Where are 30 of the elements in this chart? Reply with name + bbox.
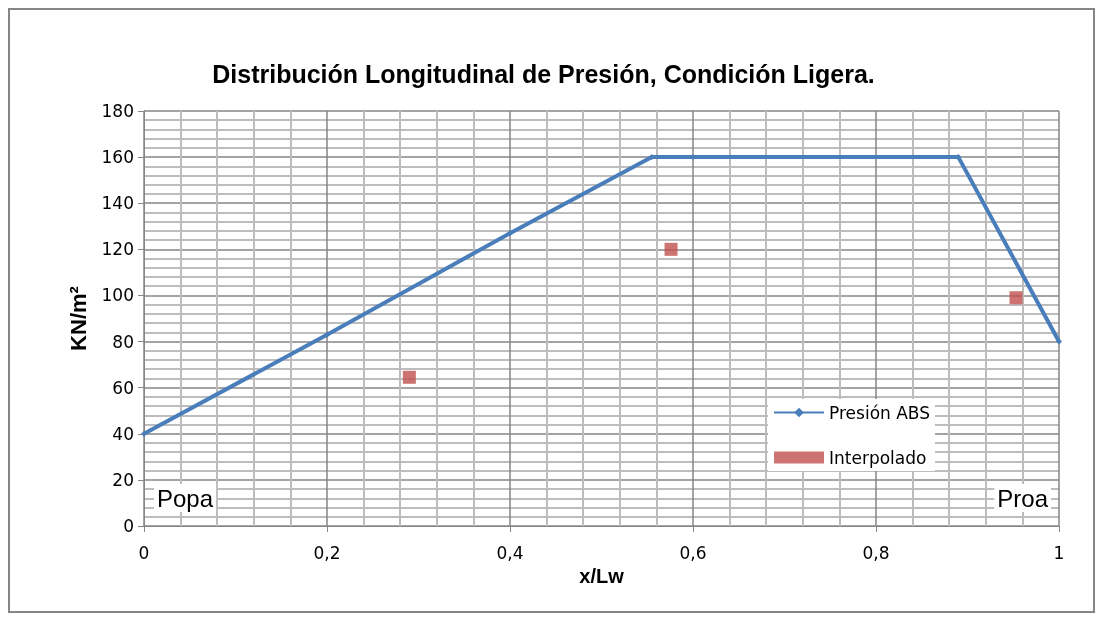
y-axis-title: KN/m² (65, 286, 91, 351)
y-tick-label: 140 (101, 193, 134, 214)
annotation: Proa (997, 484, 1049, 512)
point (507, 230, 513, 237)
x-tick-label: 0 (138, 542, 150, 563)
x-tick-label: 0,4 (496, 542, 524, 563)
y-tick-label: 160 (101, 147, 134, 168)
annotation: Popa (157, 484, 214, 512)
x-tick-label: 0,2 (313, 542, 341, 563)
y-tick-label: 60 (112, 377, 134, 398)
point (1056, 338, 1062, 345)
point (141, 430, 147, 437)
point (1009, 291, 1023, 305)
chart-title: Distribución Longitudinal de Presión, Condición Ligera. (212, 59, 875, 88)
y-tick-label: 100 (101, 285, 134, 306)
x-tick-label: 0,8 (862, 542, 890, 563)
x-tick-label: 0,6 (679, 542, 707, 563)
legend-label: Interpolado (829, 447, 927, 468)
y-tick-label: 40 (112, 423, 134, 444)
legend-label: Presión ABS (829, 402, 931, 423)
x-tick-label: 1 (1053, 542, 1065, 563)
y-tick-label: 180 (101, 101, 134, 121)
point (664, 242, 678, 256)
y-tick-label: 120 (101, 239, 134, 260)
y-tick-label: 20 (112, 469, 134, 490)
point (402, 370, 416, 384)
x-axis-title: x/Lw (579, 564, 625, 587)
y-tick-label: 80 (112, 331, 134, 352)
point (324, 331, 330, 338)
y-tick-label: 0 (123, 516, 134, 536)
